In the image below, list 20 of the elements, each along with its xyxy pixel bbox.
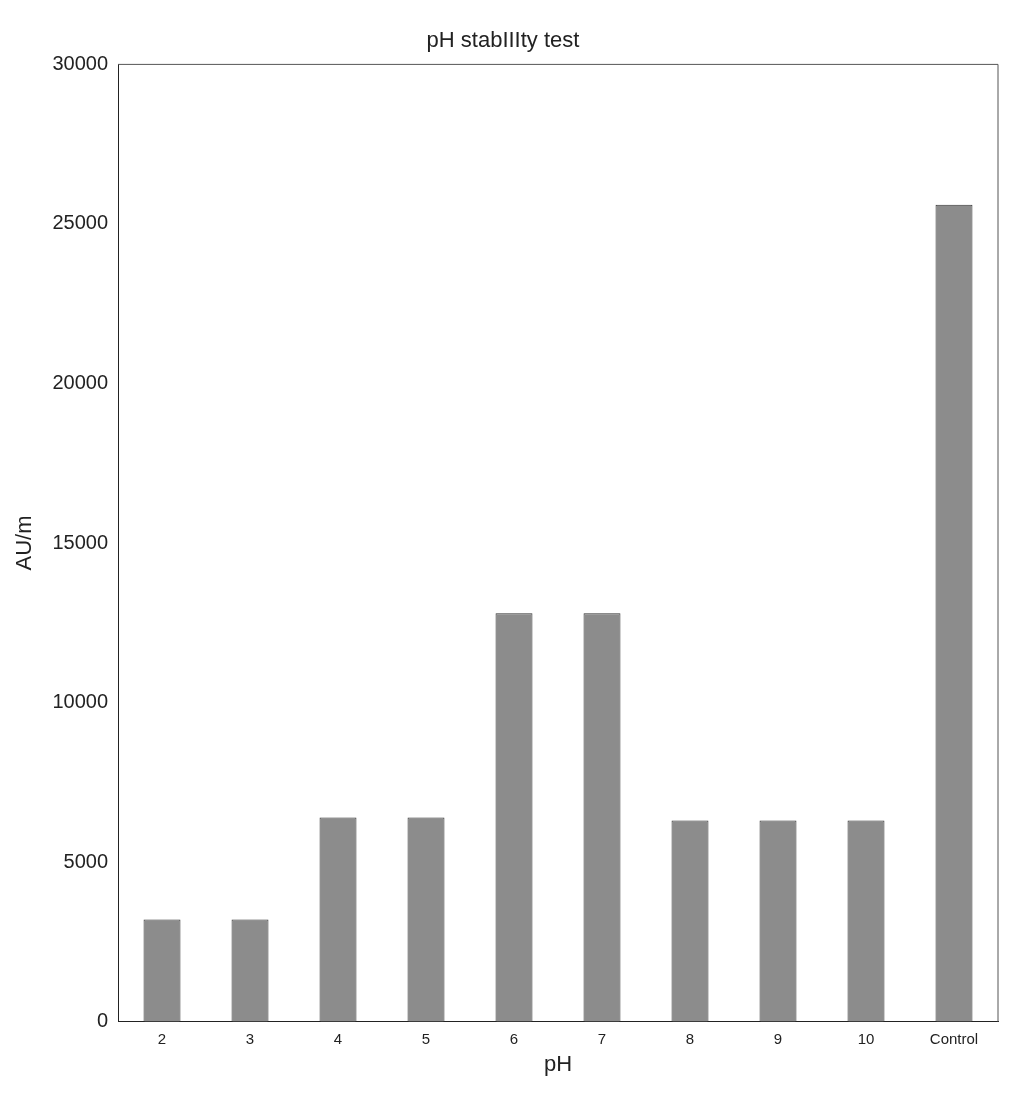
y-tick-label: 15000: [52, 530, 109, 553]
x-axis-title: pH: [543, 1050, 573, 1076]
chart-title: pH stabIIIty test: [426, 27, 580, 53]
x-tick-label: 2: [157, 1029, 167, 1047]
x-tick-label: Control: [929, 1029, 979, 1047]
x-tick-label: 4: [333, 1029, 343, 1047]
x-tick-label: 5: [421, 1029, 431, 1047]
y-tick-label: 10000: [52, 690, 109, 713]
x-tick-label: 10: [857, 1029, 875, 1047]
x-tick-label: 7: [597, 1029, 607, 1047]
y-tick-label: 5000: [63, 849, 109, 872]
x-tick-label: 8: [685, 1029, 695, 1047]
y-tick-label: 25000: [52, 211, 109, 234]
x-tick-label: 3: [245, 1029, 255, 1047]
x-tick-label: 9: [773, 1029, 783, 1047]
y-axis-title: AU/m: [11, 515, 37, 571]
y-tick-label: 0: [96, 1009, 109, 1032]
y-tick-label: 30000: [52, 51, 109, 74]
x-tick-label: 6: [509, 1029, 519, 1047]
y-tick-label: 20000: [52, 370, 109, 393]
